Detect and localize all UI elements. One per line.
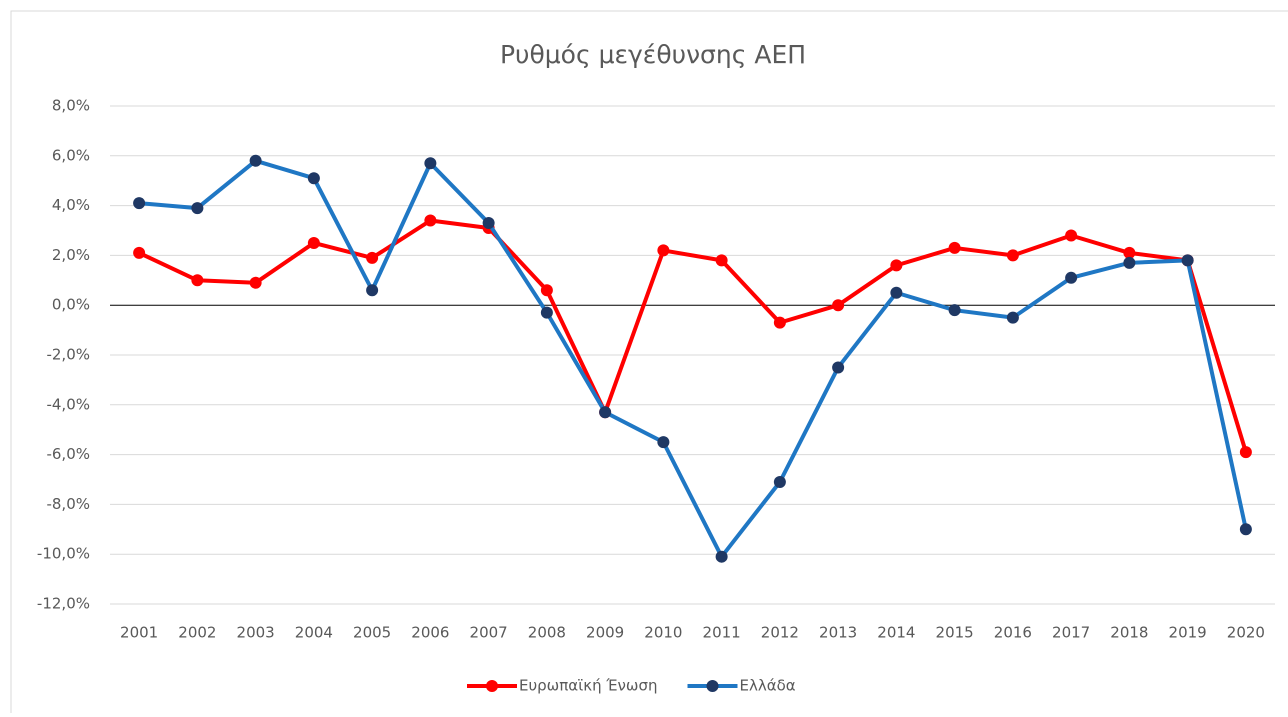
x-tick-label: 2001 xyxy=(120,624,158,642)
y-tick-label: 6,0% xyxy=(52,146,90,164)
x-tick-label: 2012 xyxy=(761,624,799,642)
series-line xyxy=(138,158,1248,559)
data-point xyxy=(1006,249,1019,262)
x-tick-label: 2007 xyxy=(470,624,508,642)
data-point xyxy=(1065,271,1078,284)
x-tick-label: 2002 xyxy=(178,624,216,642)
x-tick-label: 2013 xyxy=(819,624,857,642)
x-tick-label: 2009 xyxy=(586,624,624,642)
data-point xyxy=(482,217,495,230)
x-tick-label: 2005 xyxy=(353,624,391,642)
data-point xyxy=(540,306,553,319)
data-point xyxy=(1239,446,1252,459)
x-tick-label: 2014 xyxy=(877,624,915,642)
legend-label: Ελλάδα xyxy=(740,677,796,695)
data-point xyxy=(715,254,728,267)
x-tick-label: 2008 xyxy=(528,624,566,642)
data-point xyxy=(657,244,670,257)
legend-marker xyxy=(706,680,719,692)
legend-label: Ευρωπαϊκή Ένωση xyxy=(519,677,658,695)
data-point xyxy=(948,304,961,317)
data-point xyxy=(366,284,379,297)
data-point xyxy=(191,202,204,215)
data-point xyxy=(424,157,437,170)
data-point xyxy=(773,475,786,488)
data-point xyxy=(540,284,553,297)
chart-border xyxy=(10,10,1288,717)
y-tick-label: -4,0% xyxy=(46,395,90,413)
x-tick-label: 2016 xyxy=(994,624,1032,642)
series-line xyxy=(138,218,1248,453)
x-tick-label: 2015 xyxy=(936,624,974,642)
data-point xyxy=(657,436,670,449)
y-tick-label: -2,0% xyxy=(46,346,90,364)
data-point xyxy=(1006,311,1019,324)
data-point xyxy=(307,172,320,185)
data-point xyxy=(715,550,728,563)
y-tick-label: -10,0% xyxy=(37,545,90,563)
x-tick-label: 2004 xyxy=(295,624,333,642)
data-point xyxy=(249,276,262,289)
data-point xyxy=(1065,229,1078,242)
y-tick-label: -12,0% xyxy=(37,595,90,613)
data-point xyxy=(890,259,903,272)
data-point xyxy=(249,154,262,167)
data-point xyxy=(133,197,146,210)
x-tick-label: 2006 xyxy=(411,624,449,642)
y-tick-label: 2,0% xyxy=(52,246,90,264)
data-point xyxy=(890,286,903,299)
x-tick-label: 2003 xyxy=(237,624,275,642)
x-tick-label: 2017 xyxy=(1052,624,1090,642)
data-point xyxy=(832,361,845,374)
data-point xyxy=(307,236,320,249)
data-point xyxy=(948,241,961,254)
y-tick-label: -8,0% xyxy=(46,495,90,513)
x-tick-label: 2010 xyxy=(644,624,682,642)
data-point xyxy=(773,316,786,329)
y-tick-label: 0,0% xyxy=(52,296,90,314)
x-tick-label: 2019 xyxy=(1169,624,1207,642)
data-point xyxy=(1239,523,1252,536)
data-point xyxy=(599,406,612,419)
data-point xyxy=(1123,256,1136,269)
data-point xyxy=(366,251,379,264)
data-point xyxy=(1123,246,1136,259)
legend-marker xyxy=(486,680,498,692)
chart-title: Ρυθμός μεγέθυνσης ΑΕΠ xyxy=(500,40,806,69)
data-point xyxy=(191,274,204,287)
x-tick-label: 2018 xyxy=(1110,624,1148,642)
data-point xyxy=(1181,254,1194,267)
y-tick-label: 8,0% xyxy=(52,97,90,115)
x-tick-label: 2011 xyxy=(703,624,741,642)
data-point xyxy=(133,246,146,259)
data-point xyxy=(832,299,845,312)
data-point xyxy=(424,214,437,227)
y-tick-label: 4,0% xyxy=(52,196,90,214)
y-tick-label: -6,0% xyxy=(46,445,90,463)
x-tick-label: 2020 xyxy=(1227,624,1265,642)
